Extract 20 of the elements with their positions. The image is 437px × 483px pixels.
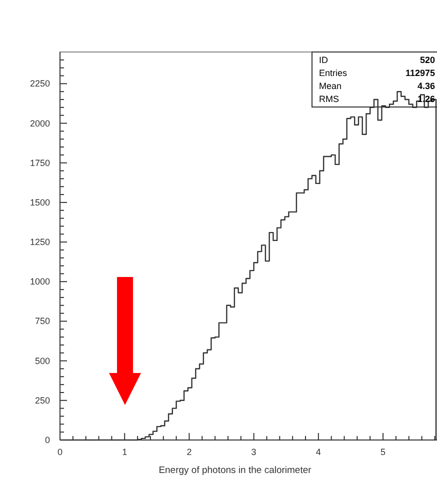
y-tick-label: 2000: [30, 118, 50, 128]
y-tick-label: 0: [44, 435, 50, 445]
x-tick-label: 0: [57, 447, 63, 457]
y-tick-label: 1500: [30, 197, 50, 208]
y-tick-label: 750: [34, 316, 50, 326]
text: Entries 112975: [319, 68, 435, 78]
y-tick-label: 1750: [30, 158, 50, 168]
x-tick-label: 5: [380, 447, 386, 457]
text: Mean 4.36: [319, 81, 435, 91]
y-tick-label: 500: [34, 356, 50, 366]
y-tick-label: 1250: [30, 237, 50, 248]
y-tick-label: 1000: [30, 276, 50, 287]
y-tick-label: 2250: [30, 78, 50, 89]
text: ID 520: [319, 55, 435, 65]
x-tick-label: 1: [122, 447, 128, 457]
x-tick-label: 2: [186, 447, 192, 457]
x-axis-title: Energy of photons in the calorimeter: [158, 465, 312, 476]
x-tick-label: 3: [251, 447, 256, 457]
y-tick-label: 250: [34, 395, 50, 406]
x-tick-label: 4: [316, 447, 321, 457]
